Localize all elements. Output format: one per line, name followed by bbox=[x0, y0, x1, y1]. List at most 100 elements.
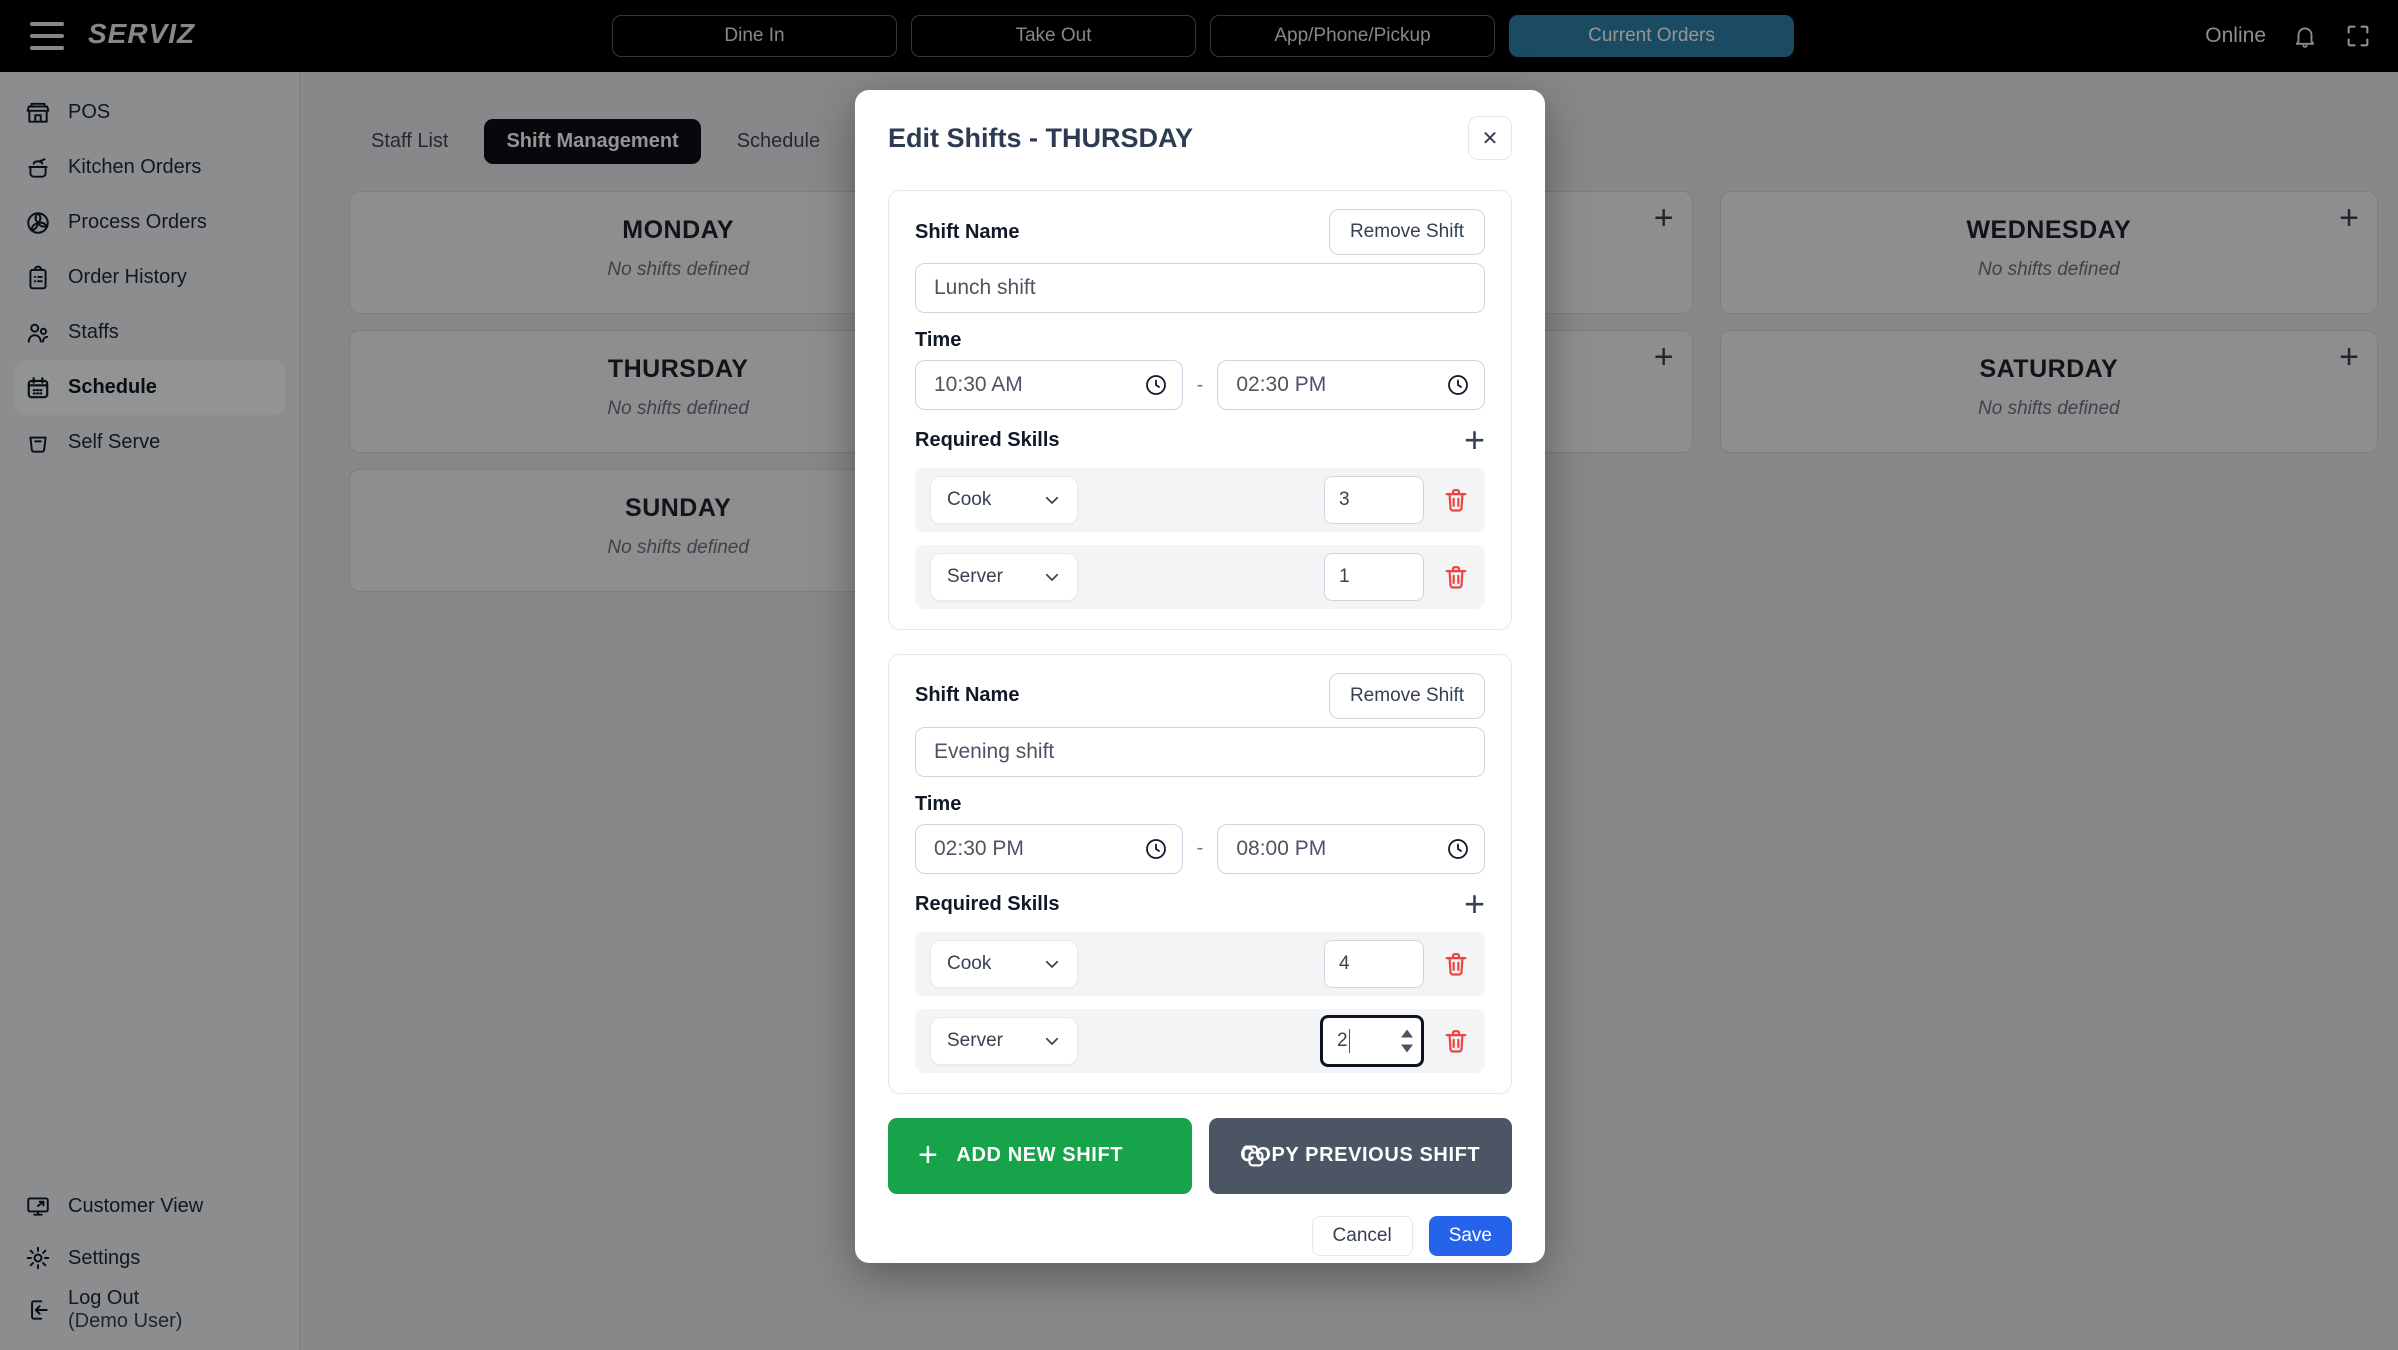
add-new-shift-button[interactable]: + ADD NEW SHIFT bbox=[888, 1117, 1192, 1194]
sidebar-item-label: Order History bbox=[68, 266, 187, 288]
cancel-button[interactable]: Cancel bbox=[1311, 1215, 1413, 1256]
day-empty-text: No shifts defined bbox=[607, 537, 749, 558]
skill-count-input[interactable]: 4 bbox=[1324, 939, 1424, 988]
day-title: SATURDAY bbox=[1979, 355, 2119, 383]
start-time-input[interactable]: 10:30 AM bbox=[915, 360, 1183, 410]
store-icon bbox=[24, 99, 52, 127]
skill-count-input[interactable]: 1 bbox=[1324, 552, 1424, 601]
add-skill-plus-icon[interactable]: + bbox=[1463, 882, 1485, 924]
skill-row: Server 2 bbox=[915, 1008, 1485, 1073]
time-label: Time bbox=[915, 792, 962, 815]
pinwheel-icon bbox=[24, 209, 52, 237]
shift-name-input[interactable]: Evening shift bbox=[915, 726, 1485, 777]
time-dash: - bbox=[1196, 373, 1204, 396]
people-icon bbox=[24, 319, 52, 347]
plus-icon: + bbox=[918, 1136, 939, 1175]
add-shift-plus-icon[interactable]: + bbox=[2339, 199, 2359, 237]
day-card-saturday: SATURDAY No shifts defined + bbox=[1719, 330, 2378, 453]
time-label: Time bbox=[915, 329, 962, 351]
clipboard-icon bbox=[24, 264, 52, 292]
clock-icon bbox=[1446, 373, 1470, 397]
chevron-down-icon bbox=[1043, 568, 1061, 586]
sidebar-item-label: POS bbox=[68, 101, 111, 123]
required-skills-label: Required Skills bbox=[915, 428, 1060, 451]
shift-section-2: Shift Name Remove Shift Evening shift Ti… bbox=[888, 653, 1512, 1094]
day-empty-text: No shifts defined bbox=[607, 398, 749, 419]
shift-section-1: Shift Name Remove Shift Lunch shift Time… bbox=[888, 190, 1512, 630]
trash-icon[interactable] bbox=[1442, 486, 1470, 514]
sidebar-item-label: Schedule bbox=[68, 376, 157, 398]
sidebar-item-settings[interactable]: Settings bbox=[0, 1232, 299, 1284]
number-spinner[interactable] bbox=[1401, 1029, 1413, 1053]
day-empty-text: No shifts defined bbox=[1978, 398, 2120, 419]
skill-dropdown[interactable]: Cook bbox=[930, 939, 1078, 988]
sidebar-item-label: Settings bbox=[68, 1246, 141, 1269]
sidebar-item-schedule[interactable]: Schedule bbox=[14, 360, 285, 415]
skill-dropdown[interactable]: Server bbox=[930, 552, 1078, 601]
tab-staff-list[interactable]: Staff List bbox=[371, 130, 449, 152]
fullscreen-icon[interactable] bbox=[2344, 22, 2372, 50]
sidebar-item-staffs[interactable]: Staffs bbox=[0, 305, 299, 360]
trash-icon[interactable] bbox=[1442, 563, 1470, 591]
skill-count-input[interactable]: 3 bbox=[1324, 475, 1424, 524]
sidebar-item-label: Self Serve bbox=[68, 431, 161, 453]
skill-row: Server 1 bbox=[915, 544, 1485, 609]
sidebar-item-label: Kitchen Orders bbox=[68, 156, 202, 178]
add-shift-plus-icon[interactable]: + bbox=[2339, 338, 2359, 376]
add-skill-plus-icon[interactable]: + bbox=[1463, 419, 1485, 460]
close-icon[interactable]: ✕ bbox=[1468, 116, 1512, 160]
sidebar-item-process-orders[interactable]: Process Orders bbox=[0, 195, 299, 250]
skill-dropdown[interactable]: Server bbox=[930, 1016, 1078, 1065]
sidebar-item-self-serve[interactable]: Self Serve bbox=[0, 415, 299, 470]
clock-icon bbox=[1144, 837, 1168, 861]
remove-shift-button[interactable]: Remove Shift bbox=[1328, 209, 1485, 255]
add-shift-plus-icon[interactable]: + bbox=[1653, 199, 1674, 237]
skill-count-input-focused[interactable]: 2 bbox=[1320, 1014, 1424, 1067]
sidebar-item-label: Staffs bbox=[68, 321, 119, 343]
text-caret bbox=[1348, 1028, 1351, 1053]
tab-shift-management[interactable]: Shift Management bbox=[484, 119, 701, 164]
logout-icon bbox=[24, 1296, 52, 1324]
clock-icon bbox=[1446, 837, 1470, 861]
shift-name-label: Shift Name bbox=[915, 684, 1020, 707]
shift-name-input[interactable]: Lunch shift bbox=[915, 263, 1485, 313]
sidebar-item-logout[interactable]: Log Out (Demo User) bbox=[0, 1284, 299, 1336]
time-dash: - bbox=[1196, 837, 1204, 860]
edit-shifts-modal: Edit Shifts - THURSDAY ✕ Shift Name Remo… bbox=[855, 90, 1545, 1263]
sidebar-item-label: Process Orders bbox=[68, 211, 207, 233]
sidebar: POS Kitchen Orders Process Orders Order … bbox=[0, 72, 300, 1350]
order-type-nav: Dine In Take Out App/Phone/Pickup Curren… bbox=[612, 15, 1794, 57]
day-title: SUNDAY bbox=[625, 494, 732, 522]
skill-dropdown[interactable]: Cook bbox=[930, 475, 1078, 524]
brand-logo: SERVIZ bbox=[88, 18, 196, 49]
chevron-down-icon bbox=[1043, 955, 1061, 973]
tab-schedule[interactable]: Schedule bbox=[736, 130, 821, 152]
sidebar-item-order-history[interactable]: Order History bbox=[0, 250, 299, 305]
take-out-button[interactable]: Take Out bbox=[911, 15, 1196, 57]
sidebar-item-customer-view[interactable]: Customer View bbox=[0, 1180, 299, 1232]
sidebar-item-kitchen-orders[interactable]: Kitchen Orders bbox=[0, 140, 299, 195]
trash-icon[interactable] bbox=[1442, 1027, 1470, 1055]
add-shift-plus-icon[interactable]: + bbox=[1653, 338, 1674, 376]
app-phone-pickup-button[interactable]: App/Phone/Pickup bbox=[1210, 15, 1495, 57]
basket-icon bbox=[24, 429, 52, 457]
notifications-bell-icon[interactable] bbox=[2292, 23, 2318, 49]
skill-row: Cook 3 bbox=[915, 467, 1485, 532]
save-button[interactable]: Save bbox=[1428, 1215, 1512, 1256]
trash-icon[interactable] bbox=[1442, 950, 1470, 978]
start-time-input[interactable]: 02:30 PM bbox=[915, 823, 1183, 874]
day-title: WEDNESDAY bbox=[1966, 216, 2132, 244]
sidebar-item-label: Log Out bbox=[68, 1287, 140, 1309]
dine-in-button[interactable]: Dine In bbox=[612, 15, 897, 57]
hamburger-menu-icon[interactable] bbox=[30, 22, 64, 50]
logout-user-label: (Demo User) bbox=[68, 1310, 183, 1332]
remove-shift-button[interactable]: Remove Shift bbox=[1328, 672, 1485, 719]
chevron-down-icon bbox=[1043, 491, 1061, 509]
copy-previous-shift-button[interactable]: COPY PREVIOUS SHIFT bbox=[1208, 1117, 1512, 1194]
end-time-input[interactable]: 02:30 PM bbox=[1217, 360, 1486, 410]
skill-row: Cook 4 bbox=[915, 931, 1485, 996]
sidebar-item-pos[interactable]: POS bbox=[0, 85, 299, 140]
end-time-input[interactable]: 08:00 PM bbox=[1217, 823, 1486, 874]
current-orders-button[interactable]: Current Orders bbox=[1509, 15, 1794, 57]
